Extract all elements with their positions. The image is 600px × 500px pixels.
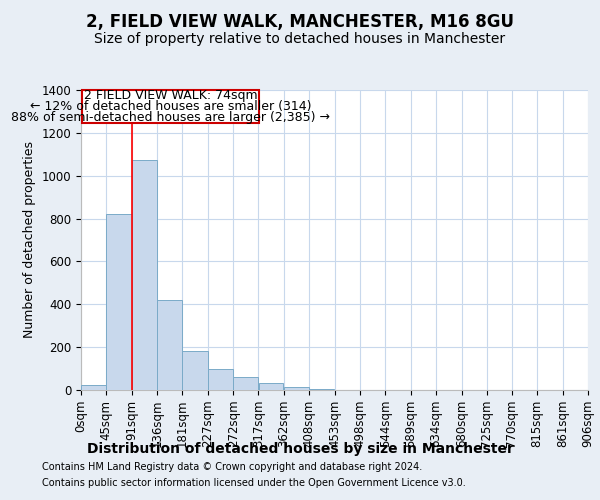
Bar [233, 377, 258, 390]
Bar [208, 368, 233, 390]
Y-axis label: Number of detached properties: Number of detached properties [23, 142, 36, 338]
Text: 88% of semi-detached houses are larger (2,385) →: 88% of semi-detached houses are larger (… [11, 110, 330, 124]
Bar [106, 214, 132, 390]
Bar [132, 160, 157, 390]
Bar [284, 387, 309, 390]
Text: Contains public sector information licensed under the Open Government Licence v3: Contains public sector information licen… [42, 478, 466, 488]
Bar [310, 389, 334, 390]
Text: 2 FIELD VIEW WALK: 74sqm: 2 FIELD VIEW WALK: 74sqm [84, 90, 257, 102]
Text: Size of property relative to detached houses in Manchester: Size of property relative to detached ho… [94, 32, 506, 46]
Bar [182, 352, 208, 390]
Bar [259, 382, 283, 390]
Text: ← 12% of detached houses are smaller (314): ← 12% of detached houses are smaller (31… [30, 100, 311, 113]
Bar [157, 300, 182, 390]
Bar [81, 384, 106, 390]
Text: Distribution of detached houses by size in Manchester: Distribution of detached houses by size … [86, 442, 514, 456]
Text: 2, FIELD VIEW WALK, MANCHESTER, M16 8GU: 2, FIELD VIEW WALK, MANCHESTER, M16 8GU [86, 12, 514, 30]
Text: Contains HM Land Registry data © Crown copyright and database right 2024.: Contains HM Land Registry data © Crown c… [42, 462, 422, 472]
FancyBboxPatch shape [82, 90, 259, 122]
